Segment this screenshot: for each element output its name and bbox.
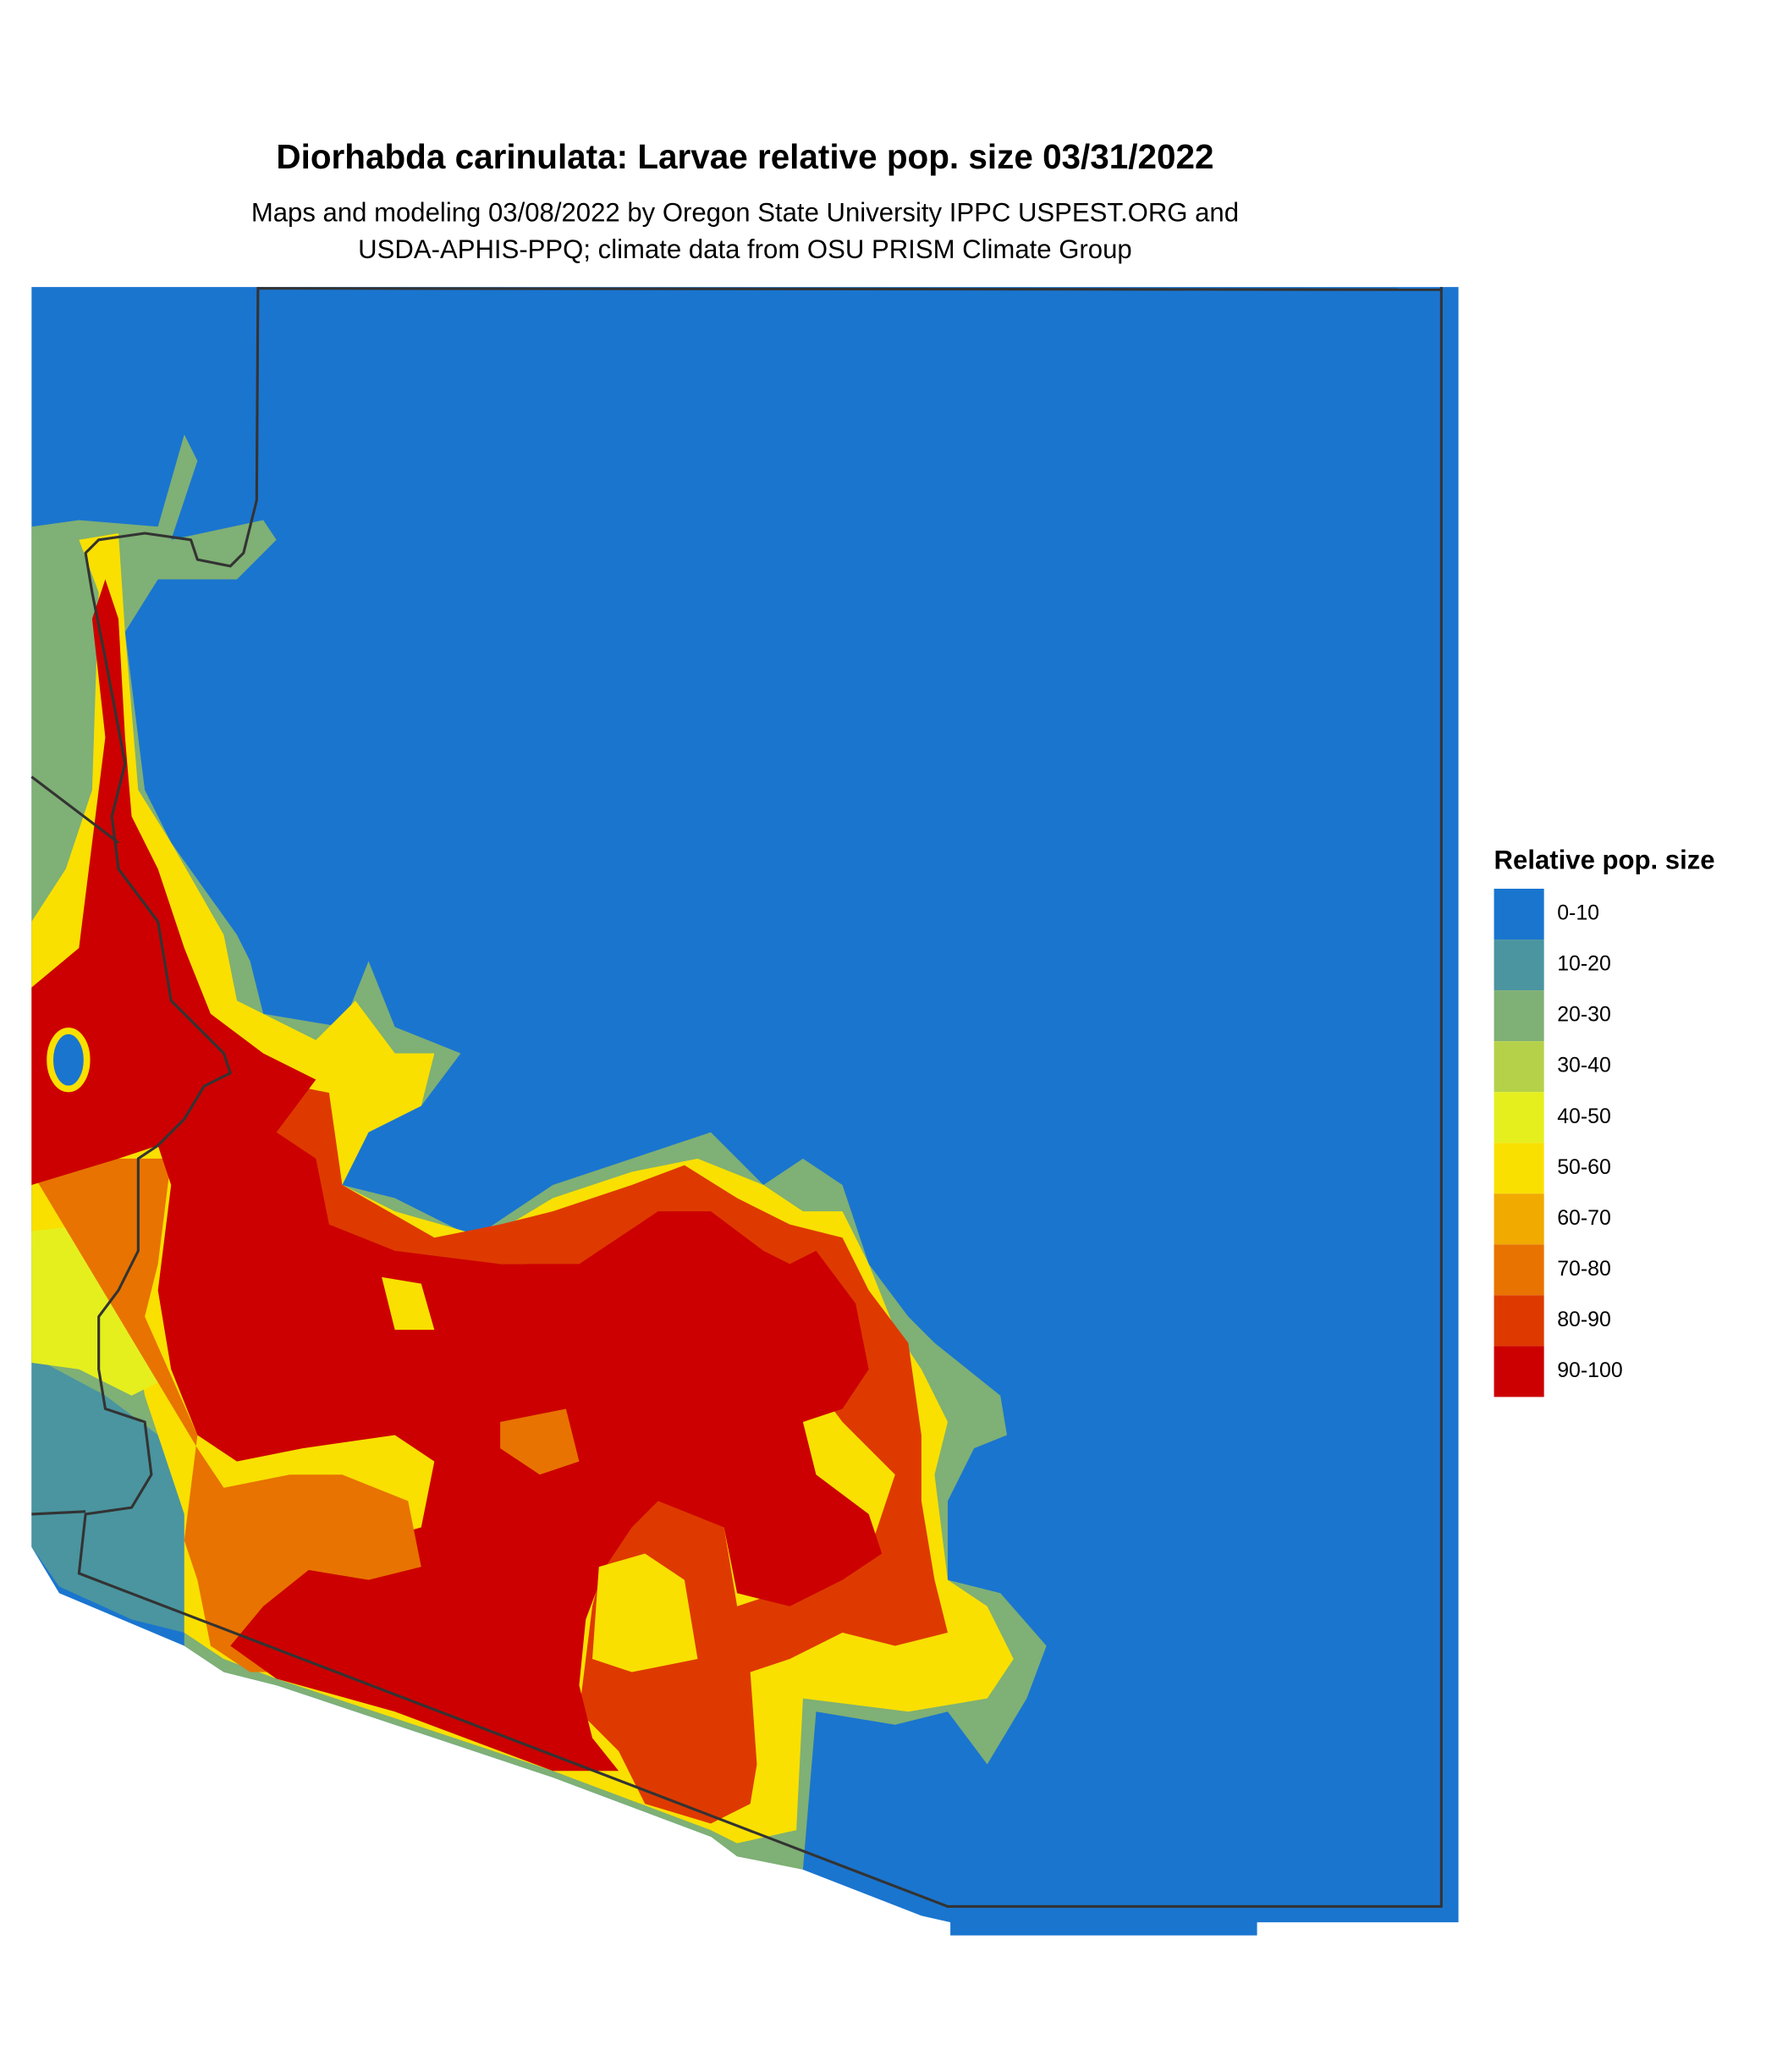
legend: 0-10 10-20 20-30 30-40 40-50 50-60 60-70 70-80 8… bbox=[1494, 889, 1623, 1397]
legend-label: 50-60 bbox=[1557, 1155, 1611, 1179]
legend-label: 90-100 bbox=[1557, 1358, 1622, 1382]
state-border bbox=[30, 775, 119, 844]
region-yellow-patch bbox=[592, 1553, 698, 1672]
legend-title: Relative pop. size bbox=[1494, 846, 1715, 875]
map-title: Diorhabda carinulata: Larvae relative po… bbox=[276, 137, 1213, 176]
state-border bbox=[77, 287, 1443, 1908]
region-high bbox=[31, 579, 883, 1772]
legend-swatch bbox=[1494, 1244, 1544, 1296]
legend-swatch bbox=[1494, 990, 1544, 1042]
state-border bbox=[31, 1510, 86, 1516]
legend-swatch bbox=[1494, 940, 1544, 991]
legend-label: 40-50 bbox=[1557, 1105, 1611, 1128]
legend-swatch bbox=[1494, 889, 1544, 940]
legend-swatch bbox=[1494, 1193, 1544, 1245]
state-border bbox=[257, 287, 1442, 291]
legend-swatch bbox=[1494, 1143, 1544, 1194]
legend-label: 20-30 bbox=[1557, 1003, 1611, 1027]
legend-label: 60-70 bbox=[1557, 1206, 1611, 1230]
region-yellow-patch bbox=[382, 1276, 435, 1331]
map bbox=[30, 287, 1459, 1936]
legend-swatch bbox=[1494, 1295, 1544, 1347]
map-subtitle: USDA-APHIS-PPQ; climate data from OSU PR… bbox=[358, 234, 1132, 264]
map-subtitle: Maps and modeling 03/08/2022 by Oregon S… bbox=[251, 197, 1239, 227]
legend-label: 30-40 bbox=[1557, 1054, 1611, 1077]
region-low-patch bbox=[47, 1028, 91, 1093]
legend-swatch bbox=[1494, 1041, 1544, 1093]
region-orange-patch bbox=[263, 1474, 421, 1580]
legend-label: 70-80 bbox=[1557, 1257, 1611, 1281]
legend-swatch bbox=[1494, 1346, 1544, 1397]
legend-label: 0-10 bbox=[1557, 901, 1599, 925]
legend-label: 10-20 bbox=[1557, 952, 1611, 976]
legend-swatch bbox=[1494, 1092, 1544, 1143]
region-orange-patch bbox=[500, 1408, 580, 1475]
legend-label: 80-90 bbox=[1557, 1308, 1611, 1331]
region-teal bbox=[31, 1356, 184, 1633]
